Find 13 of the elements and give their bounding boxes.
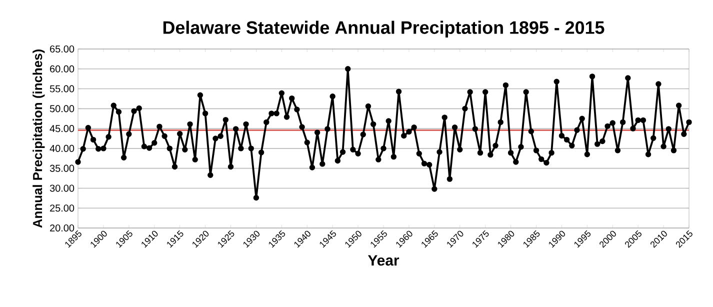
y-tick-label: 55.00 [50,85,74,92]
y-tick-label: 25.00 [50,204,74,212]
y-tick-label: 40.00 [50,144,74,152]
y-tick-label: 50.00 [50,105,74,112]
y-axis-title: Annual Precipitation (inches) [32,50,45,228]
chart-title: Delaware Statewide Annual Preciptation 1895 - 2015 [163,20,604,38]
x-axis-title: Year [368,255,400,266]
y-tick-label: 45.00 [50,125,74,132]
y-tick-label: 65.00 [50,45,74,53]
y-tick-label: 60.00 [50,65,74,72]
y-tick-label: 35.00 [50,164,74,172]
y-tick-label: 20.00 [50,224,74,232]
y-tick-label: 30.00 [50,184,74,192]
